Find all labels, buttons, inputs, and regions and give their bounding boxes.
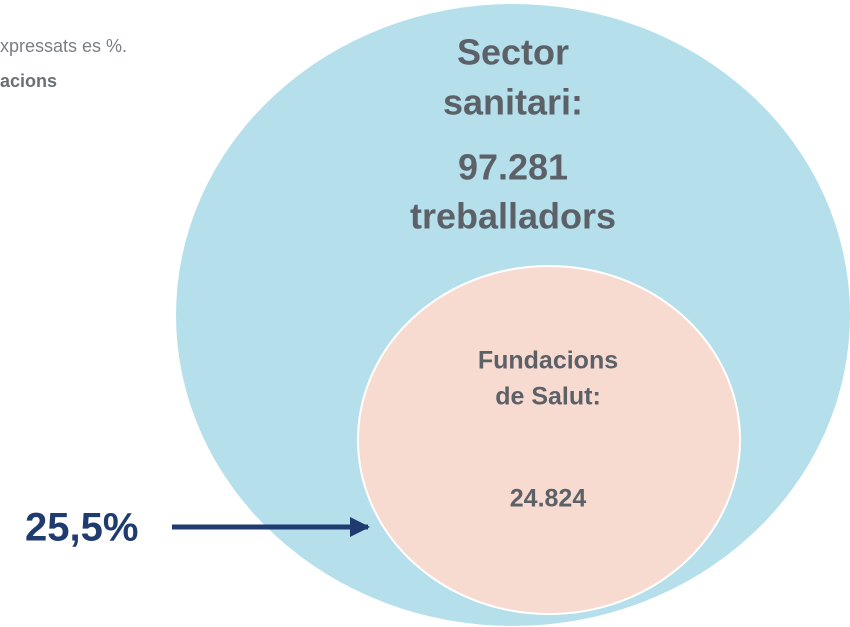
inner-circle (357, 265, 741, 615)
note-line: acions (0, 71, 57, 91)
outer-unit: treballadors (410, 196, 616, 237)
share-label: 25,5% (25, 506, 138, 550)
inner-count: 24.824 (510, 485, 587, 513)
outer-title: sanitari: (443, 82, 583, 123)
outer-count: 97.281 (458, 147, 568, 188)
outer-title: Sector (457, 32, 569, 73)
inner-title: de Salut: (495, 383, 601, 411)
note-line: xpressats es %. (0, 36, 127, 56)
inner-title: Fundacions (478, 347, 618, 375)
